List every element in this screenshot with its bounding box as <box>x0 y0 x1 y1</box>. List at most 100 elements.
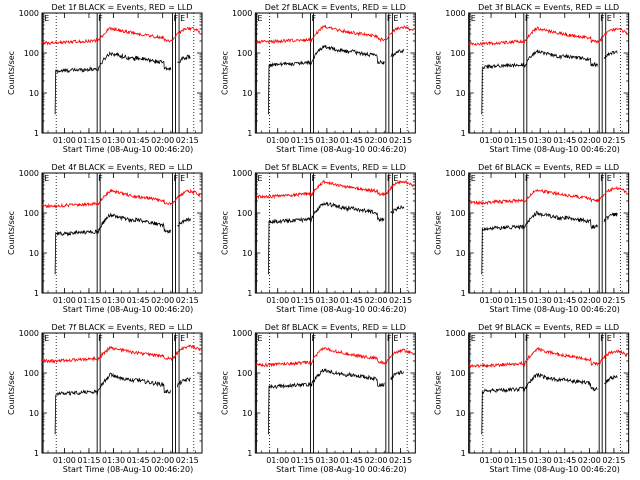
x-tick-label: 01:00 <box>266 296 289 305</box>
y-tick-label: 100 <box>450 209 465 218</box>
y-tick-label: 100 <box>237 209 252 218</box>
marker-f-2-label: F <box>387 174 392 183</box>
x-tick-label: 02:15 <box>389 136 412 145</box>
panel-2: Det 2f BLACK = Events, RED = LLD 1 10 100 10… <box>220 3 416 154</box>
x-tick-label: 01:30 <box>315 136 338 145</box>
marker-f-1-label: F <box>98 174 103 183</box>
x-axis-label: Start Time (08-Aug-10 00:46:20) <box>489 465 620 474</box>
panel-title: Det 3f BLACK = Events, RED = LLD <box>478 3 619 12</box>
marker-e-0-label: E <box>257 174 262 183</box>
y-tick-label: 1 <box>247 129 252 138</box>
events-series-line <box>267 368 405 435</box>
panel-title: Det 8f BLACK = Events, RED = LLD <box>265 323 406 332</box>
marker-e-0-label: E <box>471 14 476 23</box>
marker-f-2-label: F <box>174 334 179 343</box>
x-tick-label: 01:15 <box>291 296 314 305</box>
x-tick-label: 01:45 <box>127 136 150 145</box>
lld-series-line <box>255 24 414 45</box>
y-tick-label: 1 <box>34 449 39 458</box>
x-tick-label: 02:15 <box>176 136 199 145</box>
x-tick-label: 02:15 <box>602 296 625 305</box>
y-tick-label: 100 <box>24 369 39 378</box>
y-tick-label: 100 <box>24 209 39 218</box>
x-tick-label: 01:45 <box>553 136 576 145</box>
marker-f-2-label: F <box>387 334 392 343</box>
x-tick-label: 01:15 <box>77 456 100 465</box>
marker-e-0-label: E <box>471 174 476 183</box>
y-tick-label: 1000 <box>19 9 39 18</box>
y-tick-label: 10 <box>29 89 39 98</box>
lld-series-line <box>255 179 414 200</box>
x-tick-label: 02:00 <box>578 136 601 145</box>
x-tick-label: 01:15 <box>504 456 527 465</box>
x-tick-label: 02:15 <box>176 296 199 305</box>
x-axis-label: Start Time (08-Aug-10 00:46:20) <box>276 465 407 474</box>
panel-title: Det 9f BLACK = Events, RED = LLD <box>478 323 619 332</box>
panel-7: Det 7f BLACK = Events, RED = LLD 1 10 100 10… <box>7 323 203 474</box>
y-tick-label: 1 <box>247 289 252 298</box>
x-tick-label: 02:00 <box>364 296 387 305</box>
marker-f-2-label: F <box>600 174 605 183</box>
panel-6: Det 6f BLACK = Events, RED = LLD 1 10 100 10… <box>434 163 630 314</box>
y-axis-label: Counts/sec <box>7 211 16 255</box>
x-tick-label: 01:00 <box>266 136 289 145</box>
lld-series-line <box>255 346 414 368</box>
x-tick-label: 01:00 <box>480 456 503 465</box>
y-tick-label: 1 <box>461 289 466 298</box>
y-axis-label: Counts/sec <box>220 371 229 415</box>
y-tick-label: 10 <box>242 249 252 258</box>
x-tick-label: 02:15 <box>602 456 625 465</box>
y-tick-label: 100 <box>24 49 39 58</box>
y-axis-label: Counts/sec <box>434 371 443 415</box>
marker-e-3-label: E <box>180 14 185 23</box>
events-series-line <box>54 51 191 115</box>
x-tick-label: 01:30 <box>315 456 338 465</box>
x-axis-label: Start Time (08-Aug-10 00:46:20) <box>489 305 620 314</box>
x-axis-label: Start Time (08-Aug-10 00:46:20) <box>63 145 194 154</box>
y-axis-label: Counts/sec <box>7 51 16 95</box>
lld-series-line <box>41 188 201 209</box>
marker-f-1-label: F <box>525 14 530 23</box>
x-tick-label: 01:00 <box>480 136 503 145</box>
x-tick-label: 02:00 <box>364 136 387 145</box>
panel-3: Det 3f BLACK = Events, RED = LLD 1 10 100 10… <box>434 3 630 154</box>
y-tick-label: 10 <box>29 249 39 258</box>
x-tick-label: 01:45 <box>553 456 576 465</box>
y-tick-label: 1000 <box>232 9 252 18</box>
x-tick-label: 01:15 <box>77 136 100 145</box>
y-tick-label: 1000 <box>19 329 39 338</box>
x-axis-label: Start Time (08-Aug-10 00:46:20) <box>489 145 620 154</box>
y-tick-label: 1 <box>461 129 466 138</box>
x-tick-label: 02:00 <box>151 296 174 305</box>
marker-f-1-label: F <box>311 334 316 343</box>
x-tick-label: 02:00 <box>364 456 387 465</box>
panel-1: Det 1f BLACK = Events, RED = LLD 1 10 100 10… <box>7 3 203 154</box>
x-tick-label: 01:45 <box>127 296 150 305</box>
x-tick-label: 01:30 <box>102 296 125 305</box>
y-tick-label: 1 <box>34 129 39 138</box>
events-series-line <box>481 210 618 275</box>
y-axis-label: Counts/sec <box>220 51 229 95</box>
events-series-line <box>54 212 191 275</box>
x-tick-label: 02:00 <box>151 136 174 145</box>
x-tick-label: 01:00 <box>266 456 289 465</box>
marker-f-2-label: F <box>174 174 179 183</box>
y-tick-label: 1000 <box>232 169 252 178</box>
marker-f-1-label: F <box>525 174 530 183</box>
x-tick-label: 01:15 <box>77 296 100 305</box>
events-series-line <box>481 49 618 115</box>
events-series-line <box>54 372 191 435</box>
y-tick-label: 1 <box>247 449 252 458</box>
y-tick-label: 1000 <box>445 169 465 178</box>
x-tick-label: 01:15 <box>291 136 314 145</box>
x-tick-label: 01:00 <box>480 296 503 305</box>
marker-f-1-label: F <box>525 334 530 343</box>
y-tick-label: 10 <box>455 89 465 98</box>
plot-frame <box>468 332 630 454</box>
y-tick-label: 100 <box>237 49 252 58</box>
panel-title: Det 4f BLACK = Events, RED = LLD <box>51 163 192 172</box>
x-tick-label: 02:15 <box>389 296 412 305</box>
x-tick-label: 01:45 <box>553 296 576 305</box>
marker-f-1-label: F <box>311 14 316 23</box>
